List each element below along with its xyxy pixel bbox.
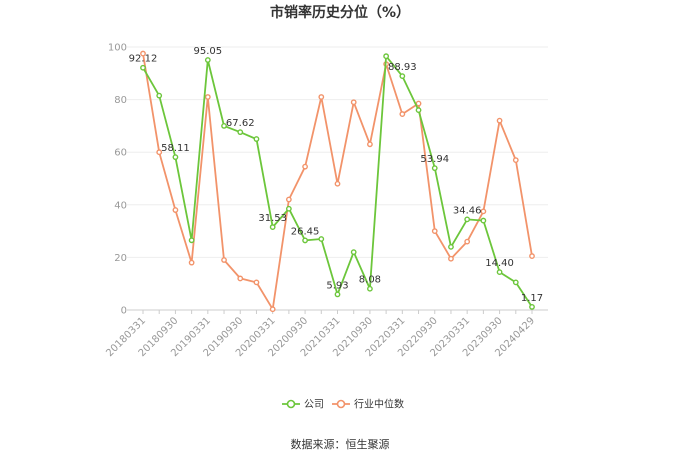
company-point <box>448 243 454 250</box>
y-tick-label: 20 <box>114 253 127 264</box>
source-text: 数据来源：恒生聚源 <box>291 437 390 451</box>
industry-point <box>512 157 519 163</box>
y-tick-label: 100 <box>108 43 127 54</box>
data-label: 95.05 <box>194 46 223 57</box>
company-point <box>367 285 373 292</box>
data-label: 8.08 <box>359 275 381 286</box>
industry-point <box>529 253 535 259</box>
company-point <box>512 279 519 286</box>
data-label: 26.45 <box>291 226 320 237</box>
company-point <box>204 57 211 63</box>
data-label: 14.40 <box>485 258 514 269</box>
data-label: 92.12 <box>129 54 158 65</box>
company-point <box>302 237 308 244</box>
data-label: 67.62 <box>226 118 255 129</box>
y-tick-label: 80 <box>114 95 127 106</box>
data-label: 5.93 <box>326 280 348 291</box>
industry-point <box>156 149 163 156</box>
data-label: 53.94 <box>420 154 449 165</box>
industry-point <box>464 238 471 245</box>
company-point <box>172 154 179 161</box>
company-point <box>529 304 535 310</box>
industry-point <box>448 255 454 262</box>
industry-point <box>269 306 276 313</box>
industry-point <box>204 94 211 100</box>
series-layer <box>140 50 535 313</box>
industry-point <box>350 99 357 106</box>
company-point <box>318 236 325 242</box>
y-tick-label: 0 <box>121 306 127 317</box>
data-label: 31.53 <box>258 213 287 224</box>
industry-point <box>140 50 146 57</box>
legend[interactable]: 公司 行业中位数 <box>282 398 404 411</box>
company-point <box>431 165 438 172</box>
legend-marker <box>336 399 346 409</box>
data-label: 88.93 <box>388 62 417 73</box>
data-label: 34.46 <box>453 205 482 216</box>
y-tick-label: 60 <box>114 148 127 159</box>
company-point <box>269 224 276 230</box>
company-point <box>399 73 406 80</box>
company-point <box>253 136 260 142</box>
industry-point <box>334 180 341 187</box>
industry-point <box>367 141 373 148</box>
axes: 0204060801002018033120180930201903312019… <box>104 43 537 360</box>
legend-item-company[interactable]: 公司 <box>282 400 324 411</box>
company-point <box>156 92 163 99</box>
company-point <box>221 123 227 129</box>
industry-point <box>496 117 503 124</box>
company-point <box>188 237 195 244</box>
company-point <box>237 129 244 136</box>
industry-point <box>431 228 438 235</box>
industry-point <box>172 207 179 213</box>
data-label: 1.17 <box>521 293 543 304</box>
company-point <box>140 64 146 71</box>
legend-marker <box>286 399 296 409</box>
data-label: 58.11 <box>161 143 190 154</box>
industry-point <box>318 94 325 100</box>
company-point <box>464 216 471 223</box>
legend-label: 公司 <box>304 400 324 411</box>
industry-point <box>399 111 406 117</box>
industry-point <box>302 163 308 170</box>
industry-point <box>480 208 487 215</box>
industry-point <box>253 279 260 286</box>
industry-point <box>237 275 244 282</box>
chart-title: 市销率历史分位（%） <box>270 4 410 21</box>
grid <box>127 46 548 311</box>
company-point <box>415 107 422 114</box>
legend-label: 行业中位数 <box>354 398 404 411</box>
y-tick-label: 40 <box>114 200 127 211</box>
company-point <box>285 205 292 212</box>
company-point <box>334 291 341 298</box>
company-point <box>496 269 503 276</box>
industry-point <box>221 257 227 263</box>
data-labels: 92.12 58.11 95.05 67.62 31.53 26.45 5.93 8.08 88… <box>129 46 543 304</box>
company-point <box>383 53 390 60</box>
company-point <box>480 217 487 224</box>
industry-point <box>188 259 195 266</box>
company-point <box>350 249 357 256</box>
legend-item-industry[interactable]: 行业中位数 <box>332 398 404 411</box>
industry-point <box>285 196 292 203</box>
